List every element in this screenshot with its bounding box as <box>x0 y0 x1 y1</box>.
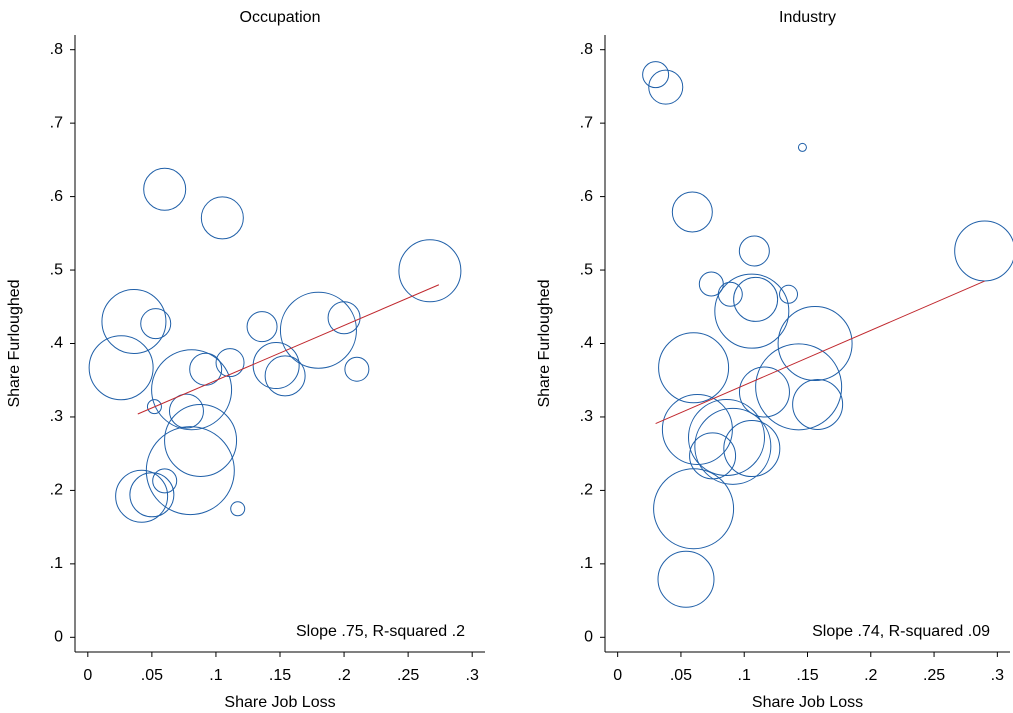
bubble <box>215 348 245 378</box>
x-tick-label: .15 <box>796 667 818 684</box>
bubble <box>152 468 178 494</box>
bubble <box>252 342 300 390</box>
y-tick-label: .6 <box>580 188 593 205</box>
y-tick-label: .6 <box>50 188 63 205</box>
x-tick-label: .25 <box>923 667 945 684</box>
bubble <box>164 403 238 477</box>
bubble <box>689 432 737 480</box>
y-tick-label: .4 <box>580 335 593 352</box>
bubble <box>151 349 233 431</box>
y-tick-label: .7 <box>50 114 63 131</box>
bubble <box>717 281 743 307</box>
bubble <box>738 366 790 418</box>
y-tick-label: .2 <box>580 482 593 499</box>
x-axis-label: Share Job Loss <box>752 694 863 711</box>
y-tick-label: .8 <box>50 41 63 58</box>
y-tick-label: .4 <box>50 335 63 352</box>
bubble <box>648 69 684 105</box>
y-tick-label: .1 <box>580 555 593 572</box>
bubble <box>344 356 370 382</box>
y-tick-label: .2 <box>50 482 63 499</box>
fit-line <box>655 280 985 425</box>
x-tick-label: .3 <box>466 667 479 684</box>
bubble <box>88 335 154 401</box>
bubble <box>714 273 790 349</box>
y-tick-label: .1 <box>50 555 63 572</box>
bubble <box>671 191 713 233</box>
bubble <box>792 378 844 430</box>
x-tick-label: .1 <box>738 667 751 684</box>
bubble <box>797 142 807 152</box>
bubble <box>264 355 306 397</box>
fit-line <box>137 284 440 415</box>
bubble <box>738 235 770 267</box>
chart-title: Industry <box>779 9 836 26</box>
x-tick-label: .05 <box>670 667 692 684</box>
y-tick-label: 0 <box>584 629 593 646</box>
bubble <box>755 343 843 431</box>
y-tick-label: .8 <box>580 41 593 58</box>
annotation: Slope .75, R-squared .2 <box>296 623 465 640</box>
y-tick-label: .7 <box>580 114 593 131</box>
bubble <box>101 288 167 354</box>
x-tick-label: .1 <box>209 667 222 684</box>
bubble <box>279 291 357 369</box>
bubble <box>140 308 172 340</box>
y-axis-label: Share Furloughed <box>536 279 553 407</box>
bubble <box>146 399 162 415</box>
chart-title: Occupation <box>240 9 321 26</box>
bubble <box>642 61 670 89</box>
y-tick-label: .3 <box>580 408 593 425</box>
bubble <box>398 239 462 303</box>
bubble <box>954 220 1013 282</box>
bubble <box>246 311 278 343</box>
bubble <box>661 393 733 465</box>
y-tick-label: .3 <box>50 408 63 425</box>
bubble <box>657 550 715 608</box>
bubble <box>143 167 187 211</box>
bubble <box>230 501 246 517</box>
bubble <box>115 469 169 523</box>
bubble <box>694 407 772 485</box>
x-tick-label: .15 <box>269 667 291 684</box>
bubble <box>129 472 175 518</box>
x-tick-label: .2 <box>864 667 877 684</box>
x-tick-label: .2 <box>337 667 350 684</box>
annotation: Slope .74, R-squared .09 <box>812 623 990 640</box>
y-tick-label: .5 <box>580 261 593 278</box>
bubble <box>168 393 204 429</box>
y-axis-label: Share Furloughed <box>6 279 23 407</box>
x-axis-label: Share Job Loss <box>224 694 335 711</box>
x-tick-label: .05 <box>141 667 163 684</box>
bubble <box>733 276 779 322</box>
bubble <box>658 332 730 404</box>
x-tick-label: .3 <box>991 667 1004 684</box>
x-tick-label: 0 <box>83 667 92 684</box>
bubble <box>327 301 361 335</box>
bubble <box>653 468 735 550</box>
bubble <box>779 284 799 304</box>
bubble <box>688 399 765 477</box>
y-tick-label: 0 <box>54 629 63 646</box>
x-tick-label: .25 <box>397 667 419 684</box>
x-tick-label: 0 <box>613 667 622 684</box>
bubble <box>777 306 853 381</box>
bubble <box>723 420 781 478</box>
y-tick-label: .5 <box>50 261 63 278</box>
bubble <box>200 196 244 240</box>
